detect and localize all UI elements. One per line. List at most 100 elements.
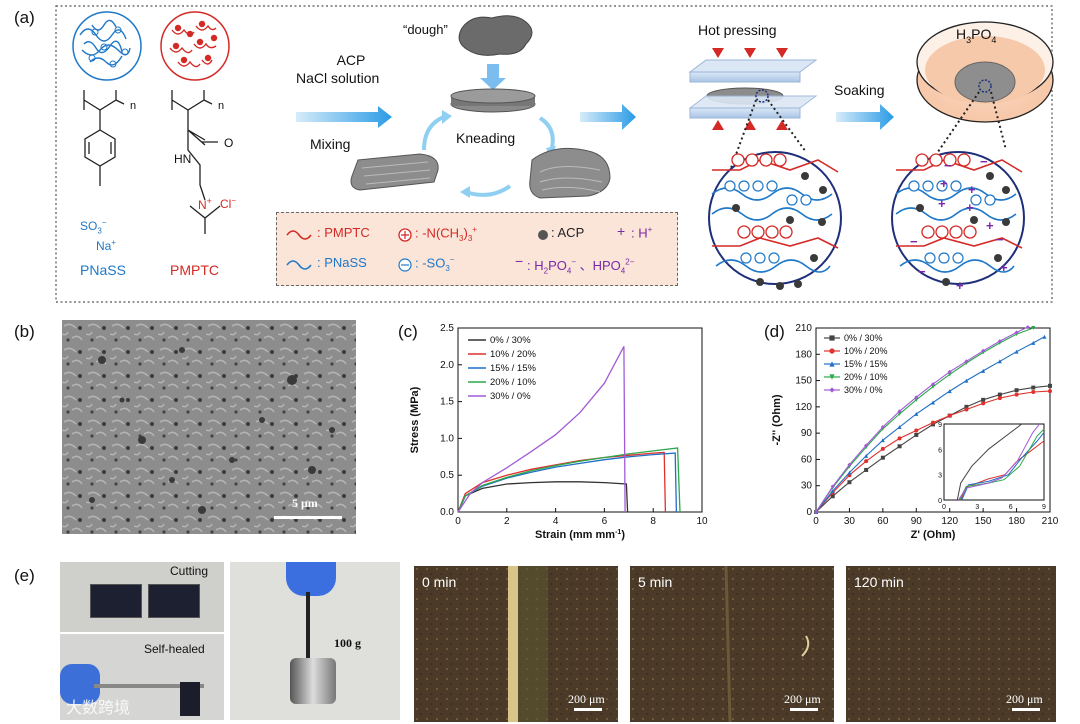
y-axis-title: Stress (MPa)	[409, 386, 421, 453]
data-point	[931, 384, 935, 389]
kneading-text: Kneading	[456, 130, 516, 146]
panel-label-b: (b)	[14, 322, 35, 341]
panel-a-frame	[55, 5, 1053, 303]
data-point	[1031, 385, 1036, 390]
network-zoom-2: + +++ +++ −− −−−	[891, 151, 1025, 293]
x-tick-label: 2	[504, 516, 510, 527]
svg-text:+: +	[968, 182, 976, 197]
y-tick-label: 1.0	[440, 433, 454, 444]
x-tick-label: 8	[650, 516, 656, 527]
legend-phosphate: : H2PO4− 、HPO42−	[527, 257, 635, 276]
y-tick-label: 1.5	[440, 397, 454, 408]
data-point	[997, 359, 1002, 364]
acp-text: ACP	[336, 52, 366, 68]
data-point	[830, 488, 835, 493]
legend-sulfonate: : -SO3−	[415, 255, 455, 273]
inset-x-tick-label: 6	[1009, 504, 1013, 511]
x-tick-label: 150	[975, 516, 992, 527]
so3-text: SO3−	[80, 218, 107, 236]
legend-entry: 30% / 0%	[844, 385, 883, 395]
data-point	[830, 494, 835, 499]
h3po4-text: H3PO4	[956, 26, 997, 45]
data-point	[864, 459, 869, 464]
y-axis-title: -Z'' (Ohm)	[771, 394, 783, 445]
micrograph-5min: 5 min 200 μm	[630, 566, 834, 722]
photo-cutting: Cutting	[60, 562, 224, 632]
svg-text:−: −	[918, 264, 926, 279]
legend-entry: 15% / 15%	[844, 359, 888, 369]
data-point	[947, 369, 952, 374]
sem-scale-bar	[274, 516, 342, 519]
data-point	[897, 444, 902, 449]
mixing-arrow	[296, 106, 392, 128]
y-tick-label: 30	[801, 481, 813, 492]
inset-x-tick-label: 9	[1042, 504, 1046, 511]
data-point	[847, 480, 852, 485]
svg-text:+: +	[986, 218, 994, 233]
y-tick-label: 180	[795, 349, 812, 360]
data-point	[864, 443, 869, 448]
pmptc-n: n	[218, 100, 225, 112]
data-point	[981, 401, 986, 406]
y-tick-label: 0	[806, 507, 812, 518]
legend-entry: 30% / 0%	[490, 391, 531, 402]
y-tick-label: 120	[795, 402, 812, 413]
data-point	[931, 400, 935, 405]
t0-text: 0 min	[422, 574, 457, 590]
data-point	[914, 428, 919, 433]
data-point	[1014, 330, 1019, 335]
data-point	[847, 462, 852, 467]
pnass-n: n	[130, 100, 137, 112]
y-tick-label: 150	[795, 376, 812, 387]
y-tick-label: 90	[801, 428, 813, 439]
legend-entry: 10% / 20%	[490, 349, 536, 360]
data-point	[864, 467, 869, 472]
series-line	[815, 326, 1028, 513]
inset-y-tick-label: 9	[938, 422, 942, 429]
data-point	[981, 348, 986, 353]
photo-self-healed: Self-healed 大数跨境	[60, 634, 224, 720]
data-point	[914, 397, 919, 402]
legend-h-plus: : H+	[631, 225, 653, 241]
data-point	[964, 378, 969, 383]
data-point	[964, 404, 969, 409]
data-point	[1031, 326, 1036, 330]
pmptc-structure	[171, 90, 221, 234]
mixing-text: Mixing	[310, 136, 351, 152]
x-tick-label: 90	[911, 516, 923, 527]
hot-press	[688, 48, 818, 130]
data-point	[1048, 389, 1052, 394]
data-point	[829, 361, 835, 367]
o-text: O	[224, 136, 234, 150]
y-tick-label: 2.5	[440, 323, 454, 334]
panel-label-d: (d)	[764, 322, 785, 341]
inset-series-line	[959, 428, 1045, 501]
pnass-label: PNaSS	[80, 262, 126, 278]
svg-text:−: −	[944, 158, 952, 173]
svg-text:+: +	[956, 278, 964, 293]
data-point	[897, 409, 902, 414]
data-point	[964, 407, 969, 412]
h3po4-dish	[916, 21, 1054, 123]
inset-series-line	[961, 432, 1045, 501]
na-text: Na+	[96, 238, 117, 253]
n-plus-text: N+	[198, 196, 212, 212]
x-axis-title: Strain (mm mm-1)	[535, 529, 625, 541]
legend-acp: : ACP	[551, 225, 585, 240]
data-point	[814, 510, 818, 514]
pmptc-chain-circle	[160, 11, 230, 81]
legend-pmptc: : PMPTC	[317, 225, 370, 240]
data-point	[1025, 325, 1030, 330]
series-line	[457, 481, 629, 513]
scale-120min: 200 μm	[1006, 692, 1043, 706]
t5-text: 5 min	[638, 574, 673, 590]
x-tick-label: 10	[696, 516, 708, 527]
x-tick-label: 6	[602, 516, 608, 527]
y-tick-label: 60	[801, 454, 813, 465]
hot-pressing-text: Hot pressing	[698, 22, 777, 38]
series-line	[815, 327, 1034, 513]
micrograph-120min: 120 min 200 μm	[846, 566, 1056, 722]
data-point	[964, 359, 969, 364]
y-tick-label: 210	[795, 323, 812, 334]
t120-text: 120 min	[854, 574, 904, 590]
